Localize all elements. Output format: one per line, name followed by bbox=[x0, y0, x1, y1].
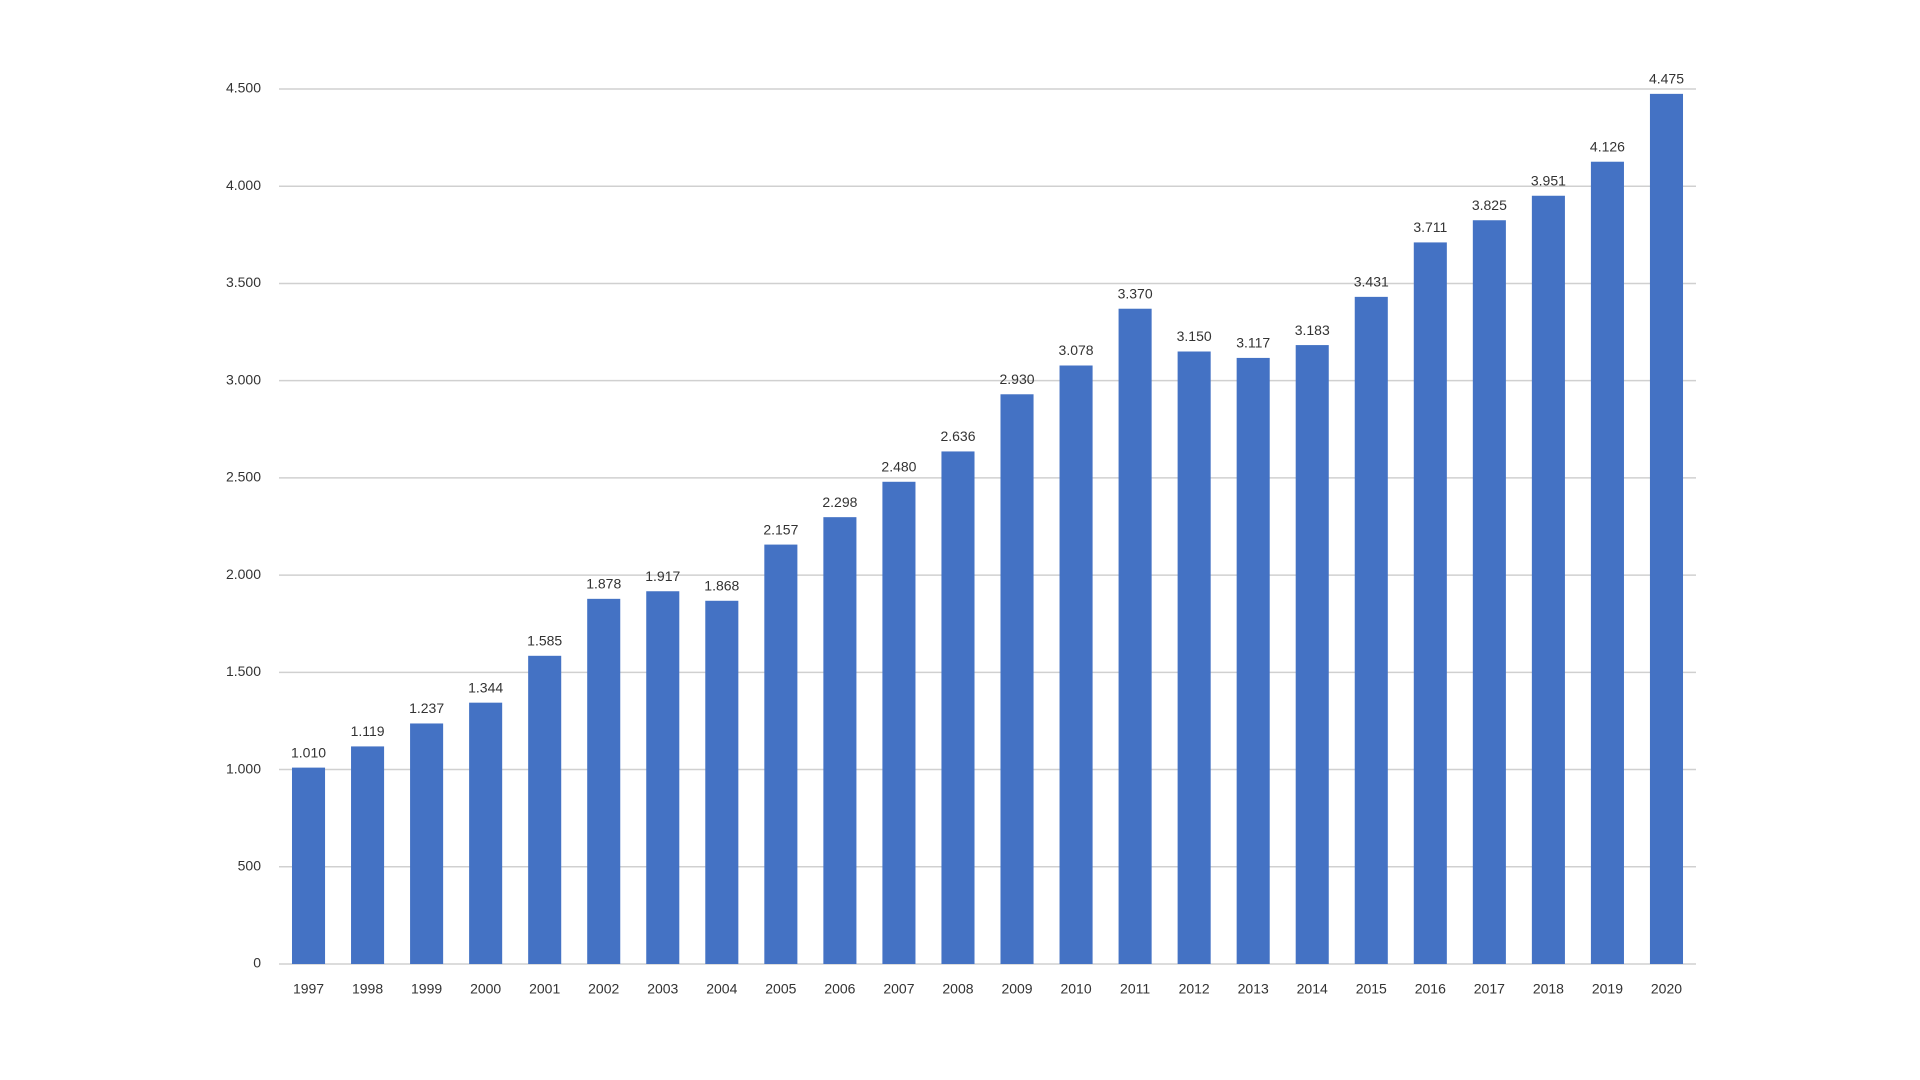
x-tick-label: 2016 bbox=[1415, 981, 1446, 997]
x-tick-label: 2015 bbox=[1356, 981, 1387, 997]
data-label: 1.119 bbox=[351, 723, 385, 739]
data-label: 3.150 bbox=[1177, 328, 1212, 344]
bar bbox=[646, 591, 680, 964]
data-label: 2.636 bbox=[940, 428, 975, 444]
x-tick-label: 2002 bbox=[588, 981, 619, 997]
x-tick-label: 2010 bbox=[1060, 981, 1091, 997]
bar bbox=[528, 655, 562, 964]
x-tick-label: 2003 bbox=[647, 981, 678, 997]
bar bbox=[1354, 296, 1388, 965]
x-tick-label: 2006 bbox=[824, 981, 855, 997]
bar bbox=[291, 767, 326, 964]
x-tick-label: 2011 bbox=[1120, 981, 1150, 997]
data-label: 1.868 bbox=[704, 577, 739, 593]
y-tick-label: 2.000 bbox=[226, 566, 261, 582]
y-tick-label: 4.000 bbox=[226, 177, 261, 193]
y-tick-label: 3.500 bbox=[226, 274, 261, 290]
data-label: 3.431 bbox=[1354, 274, 1389, 290]
data-label: 1.344 bbox=[468, 679, 503, 695]
bar bbox=[941, 451, 975, 964]
bar bbox=[823, 517, 857, 964]
x-tick-label: 1998 bbox=[352, 981, 383, 997]
x-tick-label: 2017 bbox=[1474, 981, 1505, 997]
data-label: 3.117 bbox=[1236, 335, 1270, 351]
data-label: 3.951 bbox=[1531, 172, 1566, 188]
x-tick-label: 1999 bbox=[411, 981, 442, 997]
bar bbox=[764, 544, 798, 964]
data-label: 1.237 bbox=[409, 700, 444, 716]
bar bbox=[1295, 345, 1329, 964]
bar bbox=[469, 702, 503, 964]
bar bbox=[1177, 351, 1211, 964]
data-label: 2.298 bbox=[822, 494, 857, 510]
data-label: 3.183 bbox=[1295, 322, 1330, 338]
bar bbox=[1531, 195, 1565, 964]
x-tick-label: 2000 bbox=[470, 981, 501, 997]
x-tick-label: 2012 bbox=[1179, 981, 1210, 997]
x-tick-label: 2020 bbox=[1651, 981, 1682, 997]
bar bbox=[1118, 308, 1152, 964]
x-tick-label: 2005 bbox=[765, 981, 796, 997]
data-label: 1.917 bbox=[645, 568, 680, 584]
x-tick-label: 2008 bbox=[942, 981, 973, 997]
y-tick-label: 500 bbox=[238, 857, 262, 873]
data-label: 2.930 bbox=[999, 371, 1034, 387]
bar bbox=[351, 746, 385, 964]
bar bbox=[705, 600, 739, 964]
data-label: 4.475 bbox=[1649, 71, 1684, 87]
bar bbox=[882, 481, 916, 964]
x-tick-label: 2014 bbox=[1297, 981, 1328, 997]
x-tick-label: 2013 bbox=[1238, 981, 1269, 997]
x-tick-label: 2004 bbox=[706, 981, 737, 997]
bar bbox=[1472, 220, 1506, 964]
bar bbox=[410, 723, 444, 964]
data-label: 3.711 bbox=[1413, 219, 1447, 235]
x-tick-label: 2009 bbox=[1001, 981, 1032, 997]
y-tick-label: 0 bbox=[253, 955, 261, 971]
bar bbox=[1649, 93, 1684, 965]
bar bbox=[1236, 357, 1270, 965]
y-tick-label: 4.500 bbox=[226, 80, 261, 96]
y-tick-label: 2.500 bbox=[226, 469, 261, 485]
data-label: 4.126 bbox=[1590, 138, 1625, 154]
data-label: 3.078 bbox=[1059, 342, 1094, 358]
x-tick-label: 2001 bbox=[529, 981, 560, 997]
data-label: 3.825 bbox=[1472, 197, 1507, 213]
bar bbox=[1059, 365, 1093, 964]
x-tick-label: 2007 bbox=[883, 981, 914, 997]
data-label: 2.480 bbox=[881, 458, 916, 474]
data-label: 3.370 bbox=[1118, 285, 1153, 301]
y-tick-label: 1.500 bbox=[226, 663, 261, 679]
y-tick-label: 3.000 bbox=[226, 371, 261, 387]
data-label: 2.157 bbox=[763, 521, 798, 537]
bar bbox=[1000, 394, 1034, 964]
data-label: 1.585 bbox=[527, 633, 562, 649]
bar bbox=[587, 598, 621, 964]
x-tick-label: 2019 bbox=[1592, 981, 1623, 997]
data-label: 1.010 bbox=[291, 744, 326, 760]
x-tick-label: 1997 bbox=[293, 981, 324, 997]
y-tick-label: 1.000 bbox=[226, 760, 261, 776]
bar bbox=[1590, 161, 1624, 964]
x-tick-label: 2018 bbox=[1533, 981, 1564, 997]
bar bbox=[1413, 242, 1447, 964]
data-label: 1.878 bbox=[586, 576, 621, 592]
